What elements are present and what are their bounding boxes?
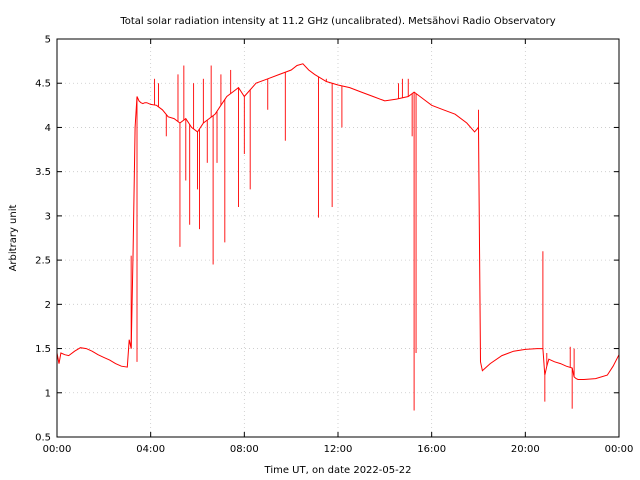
y-tick-label: 1.5	[35, 344, 51, 355]
x-tick-label: 16:00	[417, 444, 446, 455]
chart-title: Total solar radiation intensity at 11.2 …	[119, 16, 555, 27]
x-tick-label: 04:00	[136, 444, 165, 455]
y-tick-label: 2	[45, 300, 51, 311]
y-axis-label: Arbitrary unit	[8, 205, 19, 272]
y-tick-label: 4	[45, 123, 51, 134]
x-tick-label: 20:00	[511, 444, 540, 455]
y-tick-label: 1	[45, 388, 51, 399]
x-tick-label: 00:00	[43, 444, 72, 455]
data-line	[56, 63, 620, 380]
y-tick-label: 3	[45, 211, 51, 222]
y-tick-label: 4.5	[35, 79, 51, 90]
data-series	[56, 63, 620, 411]
plot-frame	[56, 38, 620, 438]
y-tick-label: 0.5	[35, 433, 51, 444]
x-tick-label: 12:00	[324, 444, 353, 455]
x-tick-label: 00:00	[605, 444, 634, 455]
y-tick-label: 2.5	[35, 256, 51, 267]
x-axis-label: Time UT, on date 2022-05-22	[264, 465, 412, 476]
grid	[57, 39, 619, 437]
axes: 0.5 1 1.5 2 2.5 3 3.5 4 4.5 5 00:00 04:00 08:00 12:00…	[35, 35, 633, 456]
x-tick-label: 08:00	[230, 444, 259, 455]
y-tick-label: 3.5	[35, 167, 51, 178]
y-tick-label: 5	[45, 35, 51, 46]
